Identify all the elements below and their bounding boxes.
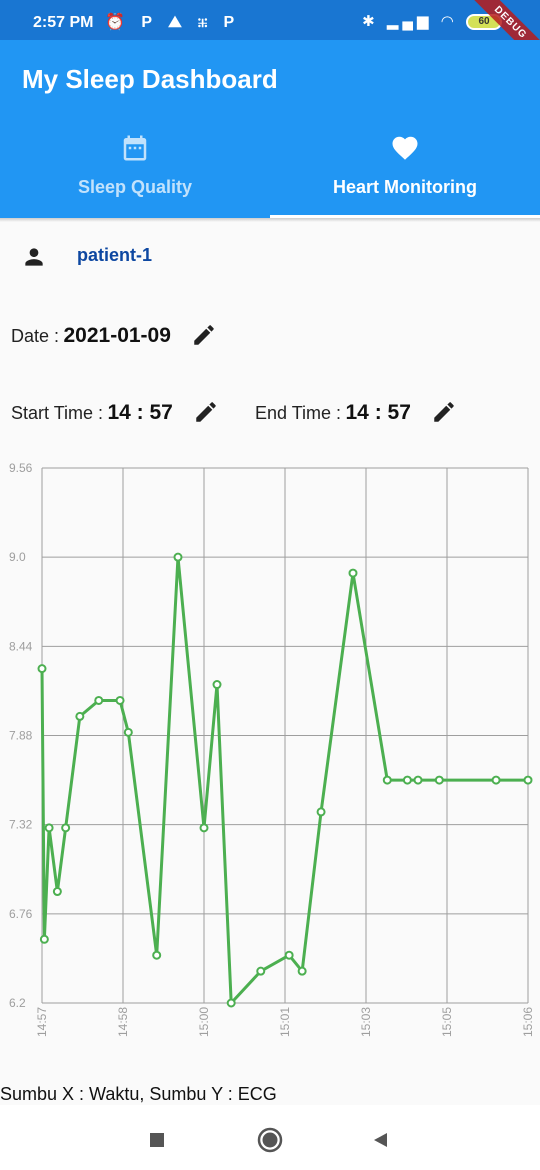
- y-tick-label: 7.32: [9, 818, 33, 832]
- edit-end-time-icon[interactable]: [431, 399, 457, 425]
- data-point: [123, 727, 133, 737]
- data-point: [39, 934, 49, 944]
- y-tick-label: 9.0: [9, 550, 26, 564]
- data-point: [152, 950, 162, 960]
- start-time-row: Start Time : 14 : 57: [11, 401, 219, 425]
- end-time-label: End Time :: [255, 403, 342, 423]
- x-tick-label: 15:06: [521, 1007, 535, 1037]
- system-icons: ✱ ▂▄▆ ◠ 60: [362, 12, 502, 31]
- data-point: [382, 775, 392, 785]
- tab-heart-monitoring[interactable]: Heart Monitoring: [270, 125, 540, 218]
- data-point: [199, 823, 209, 833]
- ecg-line-chart: 6.2 6.76 7.32 7.88 8.44 9.0 9.56 14:57 14:58 15:0…: [9, 461, 535, 1037]
- end-time-value: 14 : 57: [345, 401, 411, 424]
- y-tick-label: 6.2: [9, 996, 26, 1010]
- patient-name: patient-1: [77, 245, 153, 265]
- patient-row: patient-1: [0, 238, 540, 278]
- app-bar: My Sleep Dashboard Sleep Quality Heart M…: [0, 40, 540, 218]
- signal-wifi-icons: ✱ ▂▄▆ ◠: [362, 13, 458, 30]
- tab-indicator: [270, 215, 540, 218]
- data-point: [284, 950, 294, 960]
- start-time-label: Start Time :: [11, 403, 104, 423]
- y-tick-label: 9.56: [9, 461, 33, 475]
- data-point: [75, 711, 85, 721]
- calendar-icon: [123, 135, 147, 161]
- x-tick-label: 15:01: [278, 1007, 292, 1037]
- data-point: [173, 552, 183, 562]
- data-point: [61, 823, 71, 833]
- status-bar: 2:57 PM ⏰ P ⛰ ⁜ P ✱ ▂▄▆ ◠ 60 DEBUG: [0, 0, 540, 72]
- data-point: [491, 775, 501, 785]
- data-point: [297, 966, 307, 976]
- data-point: [413, 775, 423, 785]
- navigation-bar: [0, 1105, 540, 1170]
- data-point: [37, 664, 47, 674]
- tab-sleep-quality-label: Sleep Quality: [77, 177, 193, 197]
- start-time-value: 14 : 57: [107, 401, 173, 424]
- axis-caption: Sumbu X : Waktu, Sumbu Y : ECG: [0, 1084, 277, 1104]
- data-point: [348, 568, 358, 578]
- recents-icon[interactable]: [142, 1125, 172, 1155]
- tab-heart-monitoring-label: Heart Monitoring: [333, 177, 477, 197]
- end-time-row: End Time : 14 : 57: [255, 401, 457, 425]
- data-point: [94, 695, 104, 705]
- x-tick-label: 15:00: [197, 1007, 211, 1037]
- back-icon[interactable]: [365, 1125, 395, 1155]
- y-tick-label: 7.88: [9, 729, 33, 743]
- edit-date-icon[interactable]: [191, 322, 217, 348]
- data-point: [256, 966, 266, 976]
- x-tick-label: 14:58: [116, 1007, 130, 1037]
- y-tick-label: 6.76: [9, 907, 33, 921]
- notification-icons: ⏰ P ⛰ ⁜ P: [105, 14, 241, 31]
- y-tick-label: 8.44: [9, 639, 33, 653]
- date-label: Date :: [11, 326, 60, 346]
- data-point: [115, 695, 125, 705]
- edit-start-time-icon[interactable]: [193, 399, 219, 425]
- page-title: My Sleep Dashboard: [22, 64, 278, 94]
- data-point: [44, 823, 54, 833]
- x-tick-label: 14:57: [35, 1007, 49, 1037]
- data-point: [523, 775, 533, 785]
- status-time: 2:57 PM: [33, 14, 94, 31]
- data-point: [226, 998, 236, 1008]
- data-point: [434, 775, 444, 785]
- tab-sleep-quality[interactable]: Sleep Quality: [0, 125, 270, 218]
- app-bar-shadow: [0, 218, 540, 222]
- data-point: [316, 807, 326, 817]
- date-row: Date : 2021-01-09: [11, 324, 217, 348]
- home-icon[interactable]: [255, 1125, 285, 1155]
- x-tick-label: 15:03: [359, 1007, 373, 1037]
- heart-icon: [392, 136, 418, 160]
- person-icon: [25, 248, 43, 266]
- data-point: [212, 680, 222, 690]
- data-point: [52, 887, 62, 897]
- x-tick-label: 15:05: [440, 1007, 454, 1037]
- data-point: [402, 775, 412, 785]
- date-value: 2021-01-09: [63, 324, 171, 347]
